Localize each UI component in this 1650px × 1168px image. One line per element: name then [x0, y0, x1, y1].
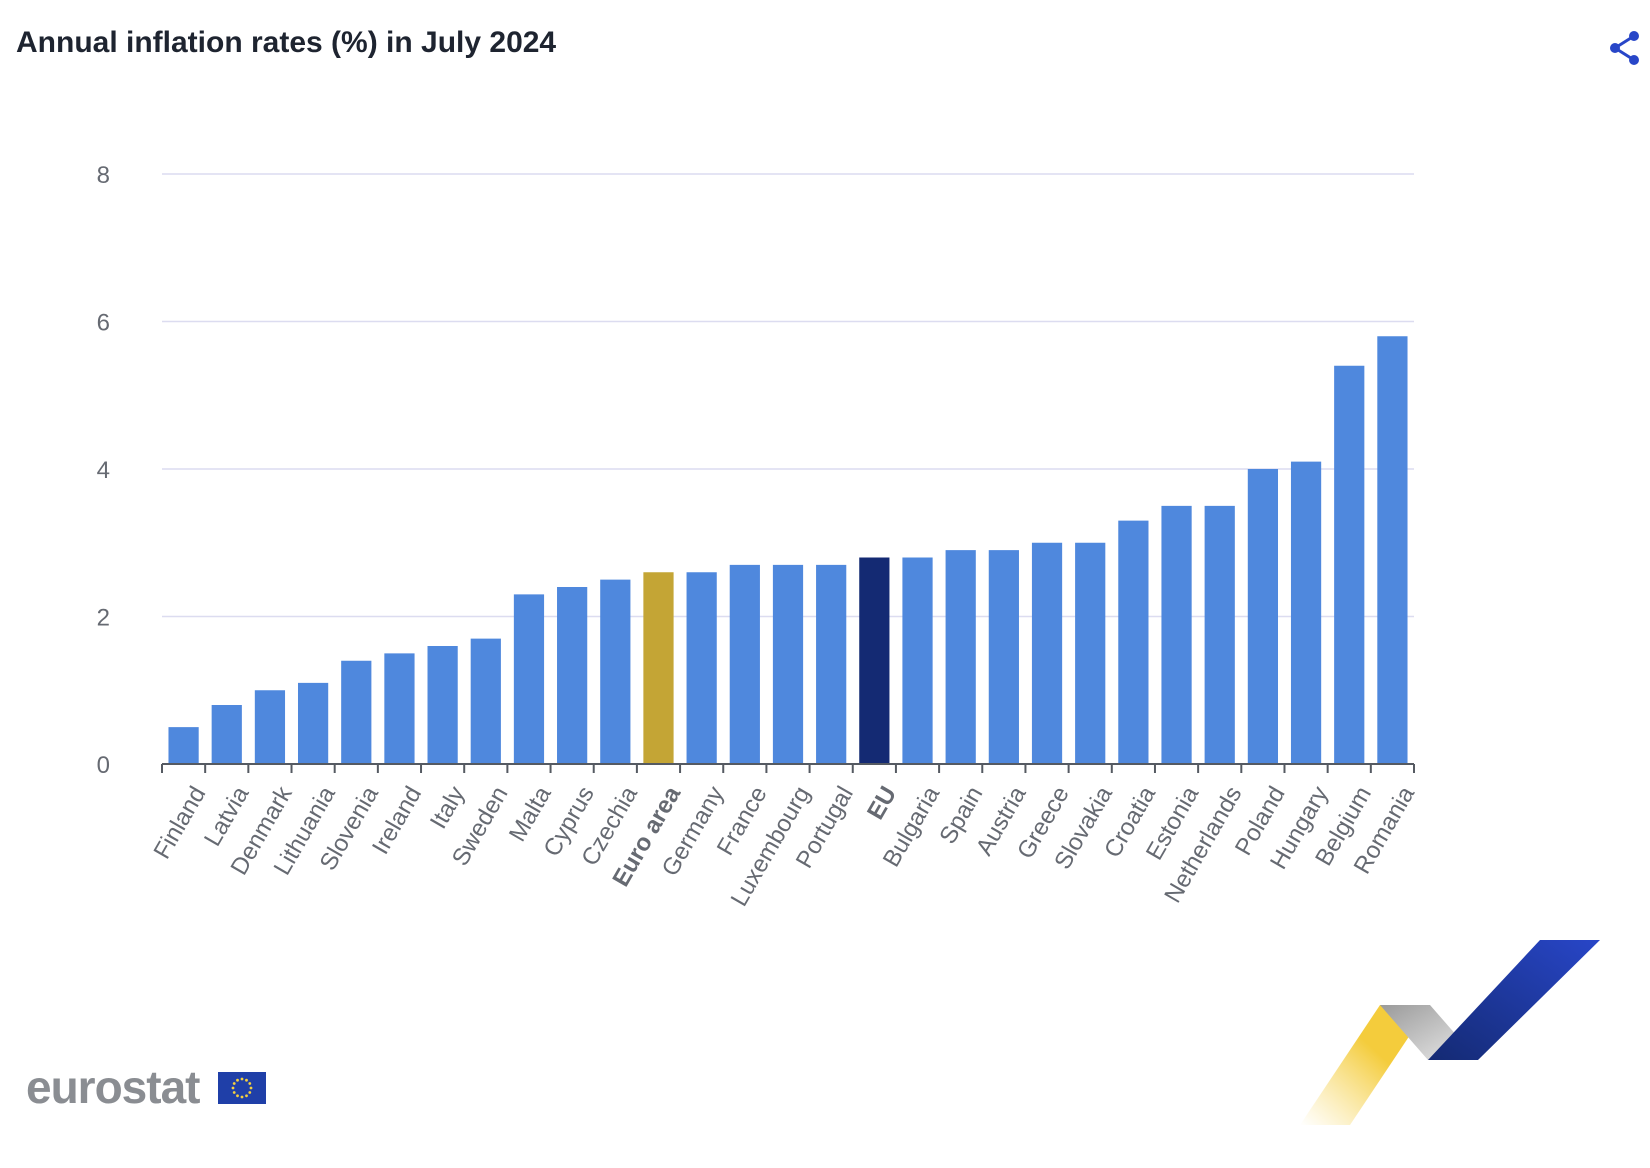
y-tick-label: 4	[97, 457, 110, 484]
bar-sweden[interactable]	[470, 638, 501, 764]
bar-chart: 0 2 4 6 8 FinlandLatviaDenmarkLithuaniaSlove…	[97, 162, 1421, 911]
bar-latvia[interactable]	[211, 705, 242, 764]
bar-netherlands[interactable]	[1204, 505, 1235, 764]
bar-croatia[interactable]	[1118, 520, 1149, 764]
bar-luxembourg[interactable]	[772, 564, 804, 764]
bar-belgium[interactable]	[1334, 365, 1365, 764]
bar-hungary[interactable]	[1290, 461, 1322, 764]
bar-italy[interactable]	[427, 646, 458, 764]
bar-finland[interactable]	[168, 727, 199, 764]
bar-ireland[interactable]	[384, 653, 415, 764]
x-tick-label: Italy	[425, 782, 470, 834]
eu-flag-icon	[218, 1072, 266, 1104]
bar-bulgaria[interactable]	[902, 557, 933, 765]
bar-eu[interactable]	[859, 557, 890, 765]
bar-portugal[interactable]	[816, 564, 847, 764]
share-button[interactable]	[1606, 28, 1646, 68]
bar-romania[interactable]	[1377, 336, 1408, 764]
bar-poland[interactable]	[1247, 469, 1279, 764]
y-tick-label: 8	[97, 162, 110, 189]
bar-austria[interactable]	[988, 550, 1019, 764]
x-tick-label: Finland	[149, 782, 212, 864]
bar-slovakia[interactable]	[1075, 542, 1106, 764]
bar-czechia[interactable]	[600, 579, 631, 764]
bar-euro-area[interactable]	[643, 572, 674, 764]
bar-germany[interactable]	[686, 572, 717, 764]
category-labels: FinlandLatviaDenmarkLithuaniaSloveniaIre…	[149, 781, 1421, 911]
x-axis	[161, 763, 1415, 773]
chart-title: Annual inflation rates (%) in July 2024	[16, 26, 557, 59]
bar-cyprus[interactable]	[557, 587, 588, 764]
bars	[168, 336, 1408, 765]
y-tick-label: 0	[97, 752, 110, 779]
share-icon	[1610, 31, 1639, 65]
bar-france[interactable]	[729, 564, 760, 764]
logo-text: eurostat	[26, 1061, 200, 1113]
bar-lithuania[interactable]	[297, 682, 329, 764]
bar-denmark[interactable]	[254, 690, 286, 764]
eurostat-swoosh-icon	[1300, 940, 1600, 1125]
x-tick-label: EU	[862, 782, 902, 824]
bar-estonia[interactable]	[1161, 505, 1192, 764]
bar-slovenia[interactable]	[341, 660, 372, 764]
y-tick-label: 6	[97, 310, 110, 337]
bar-spain[interactable]	[945, 550, 976, 764]
y-tick-label: 2	[97, 605, 110, 632]
bar-greece[interactable]	[1031, 542, 1063, 764]
bar-malta[interactable]	[513, 594, 545, 764]
